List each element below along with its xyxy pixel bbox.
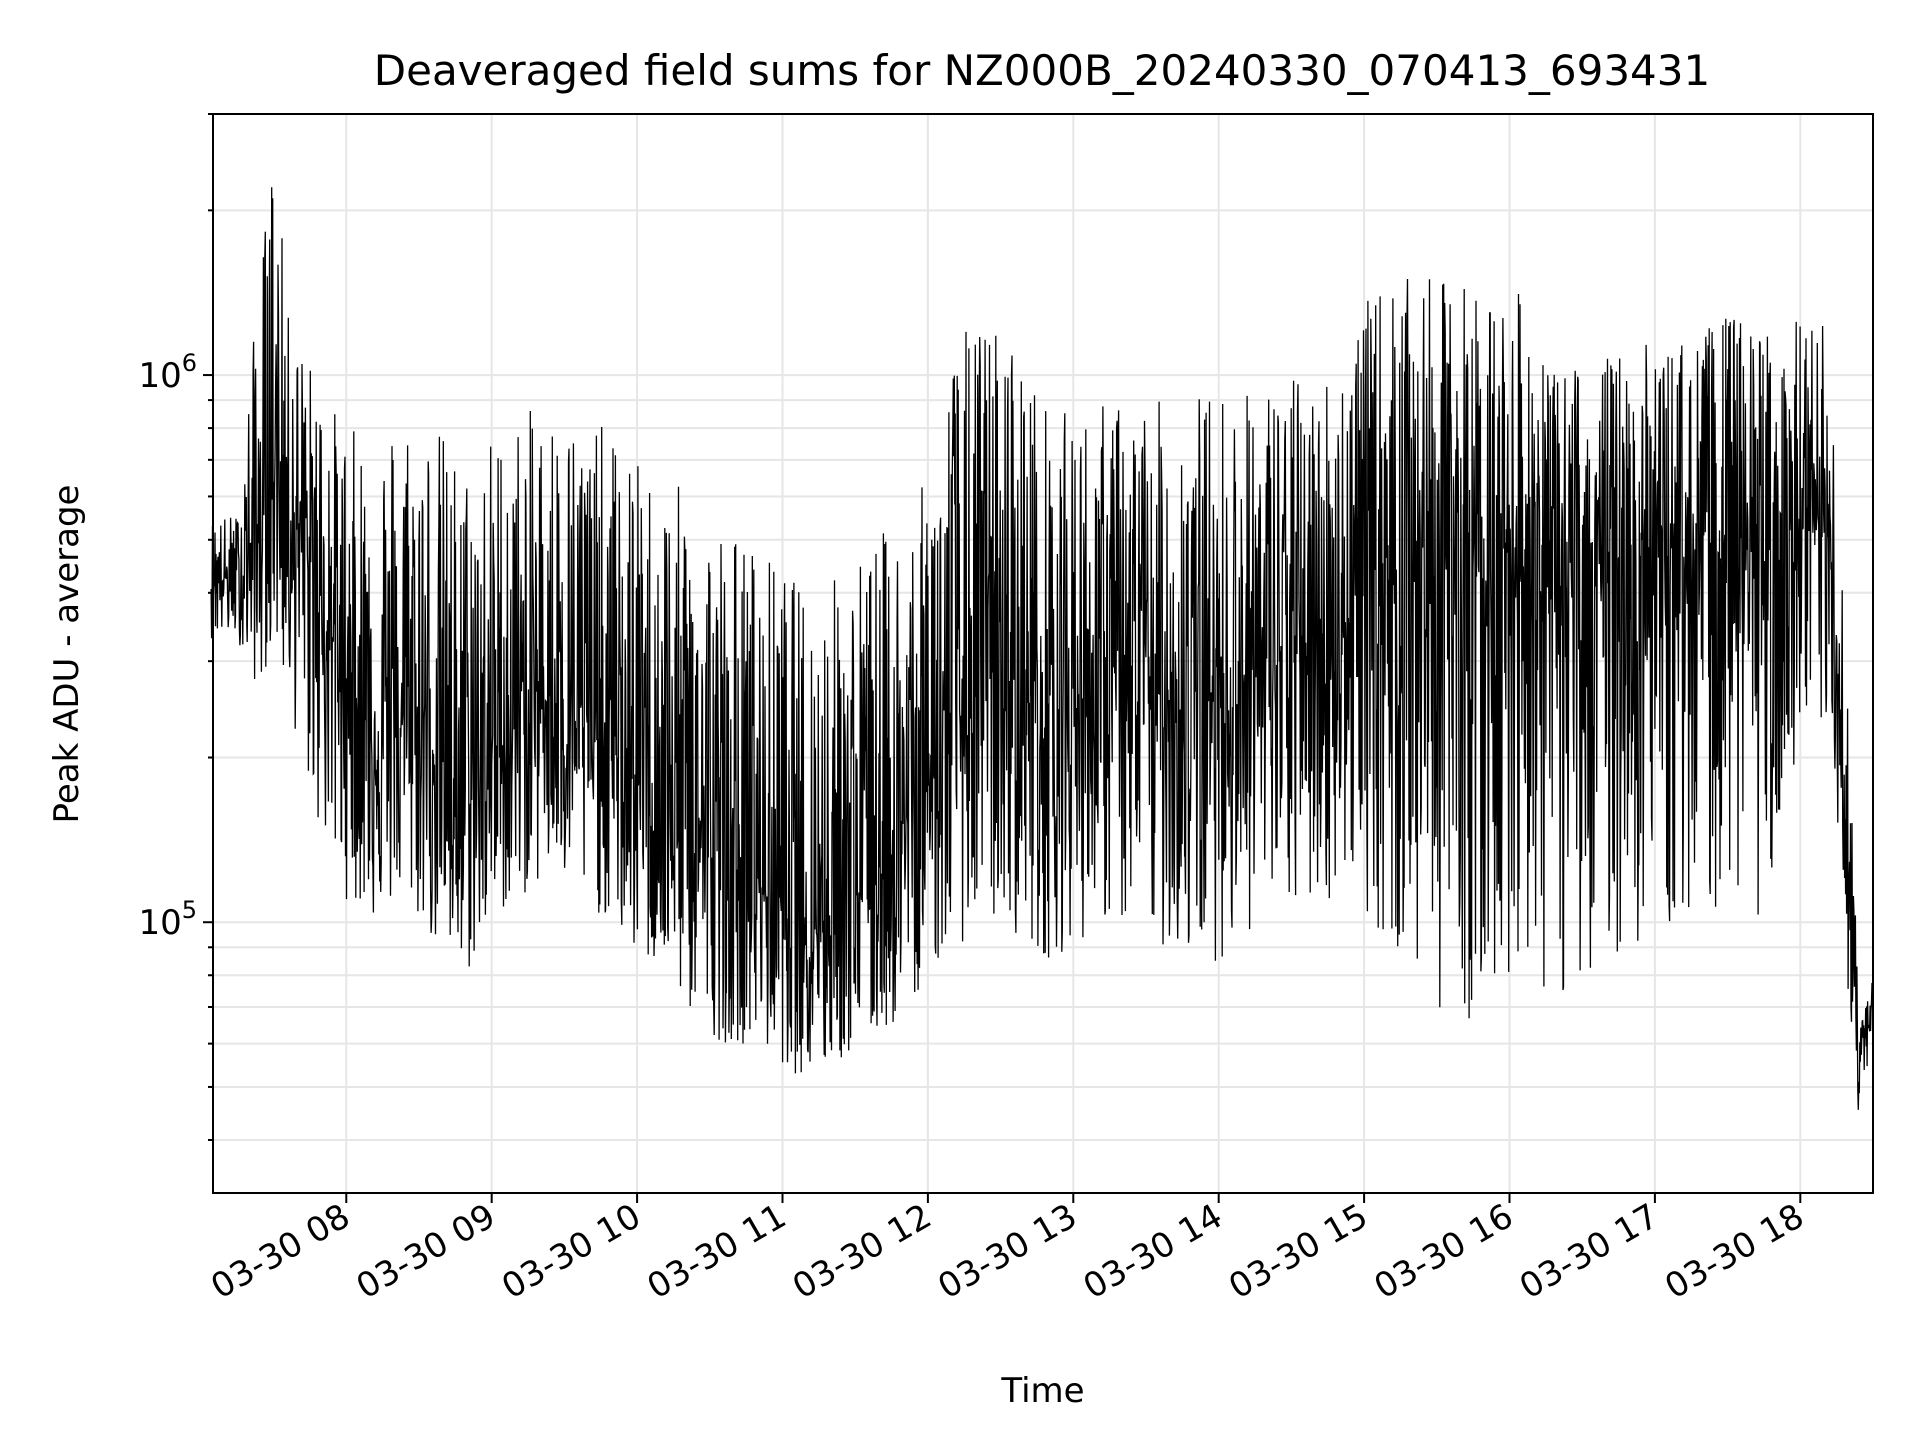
y-tick-label: 106 — [138, 349, 197, 396]
chart-title: Deaveraged field sums for NZ000B_2024033… — [374, 46, 1710, 95]
y-axis-label: Peak ADU - average — [47, 485, 87, 824]
plot-frame — [212, 113, 1874, 1194]
series-line — [210, 187, 1874, 1110]
axis-ticks — [203, 113, 1802, 1203]
x-axis-label: Time — [1000, 1371, 1084, 1411]
series-path — [210, 187, 1874, 1110]
